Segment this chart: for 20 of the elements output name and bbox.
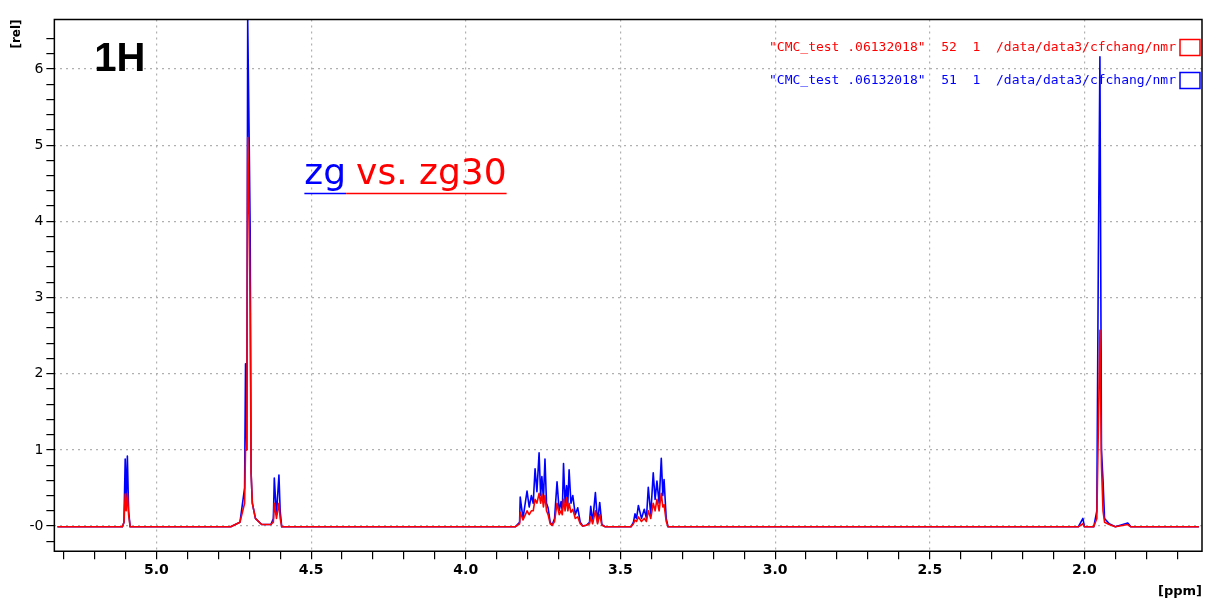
x-tick-label: 4.5: [298, 561, 324, 578]
x-axis-title: [ppm]: [1157, 582, 1202, 598]
x-tick-label: 5.0: [144, 561, 170, 578]
annotation: 1H: [94, 35, 146, 80]
x-tick-label: 4.0: [453, 561, 479, 578]
y-tick-label: -0: [29, 516, 44, 533]
y-tick-label: 2: [34, 364, 44, 381]
y-tick-label: 4: [34, 211, 44, 228]
y-tick-label: 3: [34, 288, 44, 305]
x-tick-label: 2.0: [1072, 561, 1098, 578]
y-tick-label: 5: [34, 135, 44, 152]
x-tick-label: 2.5: [917, 561, 943, 578]
annotation: zg: [304, 151, 347, 193]
x-tick-label: 3.0: [762, 561, 788, 578]
x-tick-label: 3.5: [608, 561, 633, 578]
legend-label: "CMC_test .06132018" 52 1 /data/data3/cfchang/nmr: [769, 38, 1177, 54]
y-axis-title: [rel]: [9, 19, 24, 49]
y-tick-label: 1: [34, 440, 44, 457]
y-tick-label: 6: [34, 59, 44, 76]
annotation: vs. zg30: [356, 151, 507, 193]
